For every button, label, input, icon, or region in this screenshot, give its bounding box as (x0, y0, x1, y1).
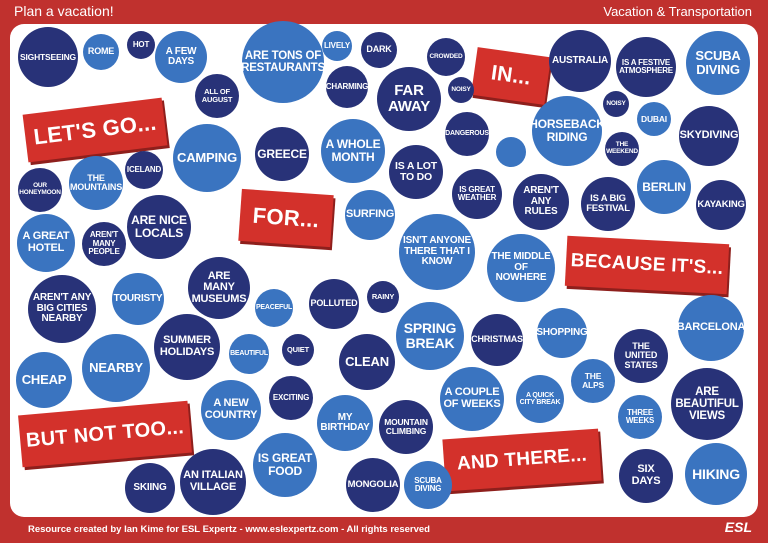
bubble-lively: LIVELY (322, 31, 352, 61)
worksheet-category: Vacation & Transportation (603, 4, 752, 19)
bubble-arent-many-people: AREN'T MANY PEOPLE (82, 222, 126, 266)
bubble-my-birthday: MY BIRTHDAY (317, 395, 373, 451)
bubble-christmas: CHRISTMAS (471, 314, 523, 366)
bubble-are-beautiful-views: ARE BEAUTIFUL VIEWS (671, 368, 743, 440)
bubble-summer-holidays: SUMMER HOLIDAYS (154, 314, 220, 380)
bubble-peaceful: PEACEFUL (255, 289, 293, 327)
bubble-scuba-diving-bottom: SCUBA DIVING (404, 461, 452, 509)
bubble-barcelona: BARCELONA (677, 295, 745, 361)
bubble-berlin: BERLIN (637, 160, 691, 214)
bubble-the-alps: THE ALPS (571, 359, 615, 403)
bubble-is-a-festive-atmosphere: IS A FESTIVE ATMOSPHERE (616, 37, 676, 97)
bubble-a-couple-of-weeks: A COUPLE OF WEEKS (440, 367, 504, 431)
bubble-our-honeymoon: OUR HONEYMOON (18, 168, 62, 212)
bubble-are-tons-of-restaurants: ARE TONS OF RESTAURANTS (241, 21, 325, 103)
bubble-is-great-weather: IS GREAT WEATHER (452, 169, 502, 219)
bubble-is-a-big-festival: IS A BIG FESTIVAL (581, 177, 635, 231)
bubble-australia: AUSTRALIA (549, 30, 611, 92)
bubble-hiking: HIKING (685, 443, 747, 505)
bubble-camping: CAMPING (173, 124, 241, 192)
bubble-polluted: POLLUTED (309, 279, 359, 329)
bubble-skydiving: SKYDIVING (679, 106, 739, 166)
ribbon-for: FOR... (238, 188, 334, 248)
bubble-rainy: RAINY (367, 281, 399, 313)
ribbon-because: BECAUSE IT'S... (564, 235, 730, 295)
bubble-sightseeing: SIGHTSEEING (18, 27, 78, 87)
bubble-touristy: TOURISTY (112, 273, 164, 325)
bubble-an-italian-village: AN ITALIAN VILLAGE (180, 449, 246, 515)
credit-footer: Resource created by Ian Kime for ESL Exp… (28, 524, 430, 535)
bubble-six-days: SIX DAYS (619, 449, 673, 503)
bubble-skiing: SKIING (125, 463, 175, 513)
bubble-cheap: CHEAP (16, 352, 72, 408)
bubble-mongolia: MONGOLIA (346, 458, 400, 512)
bubble-dangerous: DANGEROUS (445, 112, 489, 156)
bubble-isnt-anyone-there: ISN'T ANYONE THERE THAT I KNOW (399, 214, 475, 290)
bubble-are-nice-locals: ARE NICE LOCALS (127, 195, 191, 259)
bubble-a-great-hotel: A GREAT HOTEL (17, 214, 75, 272)
bubble-a-few-days: A FEW DAYS (155, 31, 207, 83)
bubble-clean: CLEAN (339, 334, 395, 390)
bubble-nearby: NEARBY (82, 334, 150, 402)
bubble-scuba-diving-top: SCUBA DIVING (686, 31, 750, 95)
bubble-spring-break: SPRING BREAK (396, 302, 464, 370)
bubble-noisy-2: NOISY (603, 91, 629, 117)
bubble-arent-any-rules: AREN'T ANY RULES (513, 174, 569, 230)
ribbon-and-there: AND THERE... (442, 428, 602, 492)
bubble-crowded: CROWDED (427, 38, 465, 76)
bubble-surfing: SURFING (345, 190, 395, 240)
bubble-greece: GREECE (255, 127, 309, 181)
bubble-exciting: EXCITING (269, 376, 313, 420)
bubble-a-quick-city-break: A QUICK CITY BREAK (516, 375, 564, 423)
bubble-the-mountains: THE MOUNTAINS (69, 156, 123, 210)
bubble-empty (496, 137, 526, 167)
bubble-a-whole-month: A WHOLE MONTH (321, 119, 385, 183)
bubble-a-new-country: A NEW COUNTRY (201, 380, 261, 440)
worksheet-title: Plan a vacation! (14, 3, 114, 19)
bubble-three-weeks: THREE WEEKS (618, 395, 662, 439)
bubble-is-great-food: IS GREAT FOOD (253, 433, 317, 497)
bubble-horseback-riding: HORSEBACK RIDING (529, 96, 605, 166)
bubble-the-united-states: THE UNITED STATES (614, 329, 668, 383)
bubble-arent-any-big-cities: AREN'T ANY BIG CITIES NEARBY (28, 275, 96, 343)
bubble-are-many-museums: ARE MANY MUSEUMS (188, 257, 250, 319)
bubble-far-away: FAR AWAY (377, 67, 441, 131)
bubble-hot: HOT (127, 31, 155, 59)
bubble-quiet: QUIET (282, 334, 314, 366)
bubble-kayaking: KAYAKING (696, 180, 746, 230)
ribbon-in: IN... (471, 47, 551, 105)
bubble-iceland: ICELAND (125, 151, 163, 189)
bubble-charming: CHARMING (326, 66, 368, 108)
bubble-shopping: SHOPPING (536, 308, 588, 358)
bubble-dark: DARK (361, 32, 397, 68)
bubble-mountain-climbing: MOUNTAIN CLIMBING (379, 400, 433, 454)
bubble-beautiful: BEAUTIFUL (229, 334, 269, 374)
bubble-dubai: DUBAI (637, 102, 671, 136)
bubble-noisy-1: NOISY (448, 77, 474, 103)
bubble-the-weekend: THE WEEKEND (605, 132, 639, 166)
bubble-is-a-lot-to-do: IS A LOT TO DO (389, 145, 443, 199)
esl-logo: ESL (724, 519, 752, 535)
bubble-the-middle-of-nowhere: THE MIDDLE OF NOWHERE (487, 234, 555, 302)
bubble-all-of-august: ALL OF AUGUST (195, 74, 239, 118)
bubble-rome: ROME (83, 34, 119, 70)
